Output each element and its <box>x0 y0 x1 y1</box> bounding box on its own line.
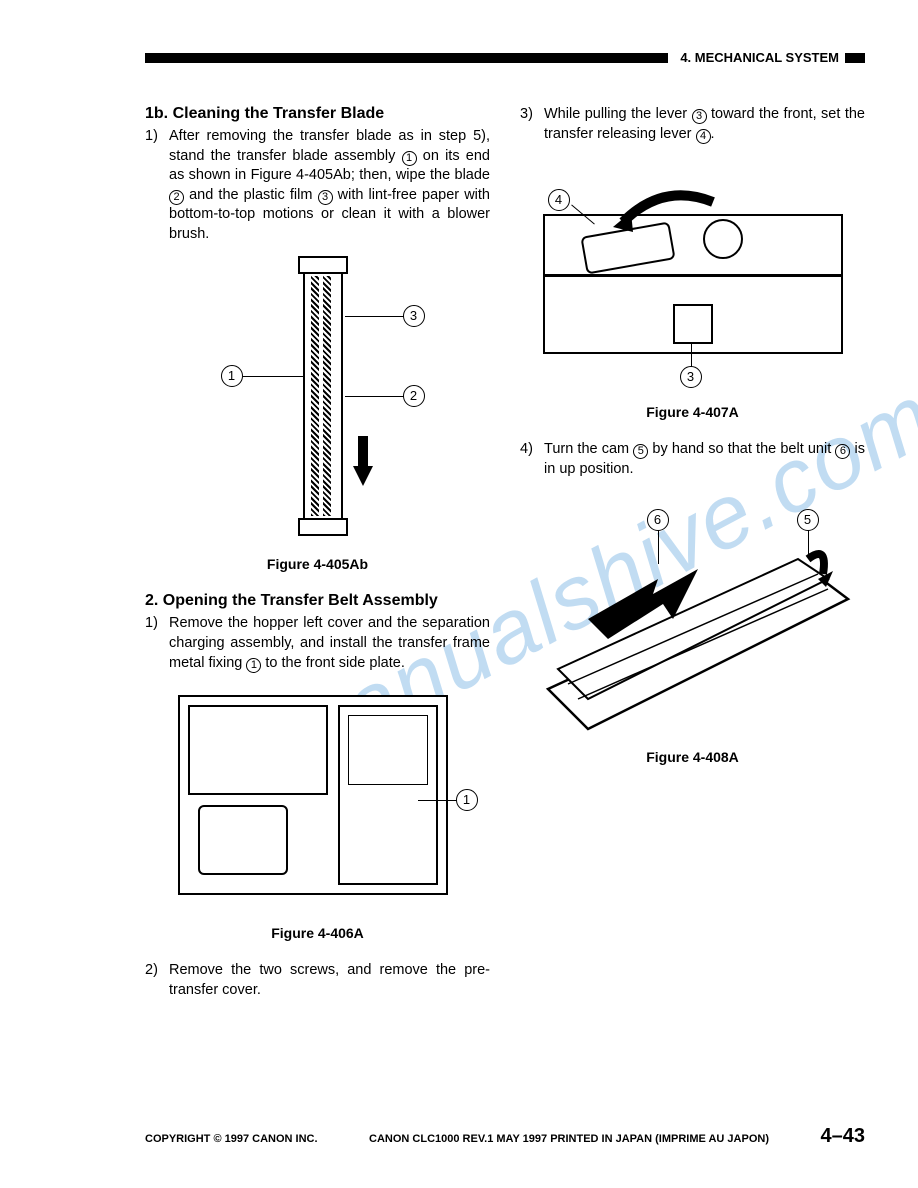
circled-2: 2 <box>169 190 184 205</box>
circled-3: 3 <box>318 190 333 205</box>
figure-caption: Figure 4-407A <box>520 404 865 420</box>
t: to the front side plate. <box>261 655 404 671</box>
page-number: 4–43 <box>820 1125 865 1148</box>
two-column-layout: 1b. Cleaning the Transfer Blade 1) After… <box>145 105 865 1006</box>
section-header-label: 4. MECHANICAL SYSTEM <box>680 50 839 65</box>
t: . <box>711 126 715 142</box>
callout-5: 5 <box>797 509 819 531</box>
section-2-title: 2. Opening the Transfer Belt Assembly <box>167 592 490 610</box>
step-number: 2) <box>145 961 169 1000</box>
header-block <box>845 53 865 63</box>
callout-1: 1 <box>456 789 478 811</box>
figure-caption: Figure 4-405Ab <box>145 556 490 572</box>
callout-1: 1 <box>221 365 243 387</box>
circled-1: 1 <box>246 658 261 673</box>
step-number: 1) <box>145 614 169 673</box>
figure-caption: Figure 4-406A <box>145 925 490 941</box>
step-text: After removing the transfer blade as in … <box>169 127 490 244</box>
t: by hand so that the belt unit <box>648 441 835 457</box>
step-text: Turn the cam 5 by hand so that the belt … <box>544 440 865 479</box>
t: While pulling the lever <box>544 106 692 122</box>
figure-caption: Figure 4-408A <box>520 749 865 765</box>
step-number: 4) <box>520 440 544 479</box>
header-rule <box>145 53 668 63</box>
step-3: 3) While pulling the lever 3 toward the … <box>520 105 865 144</box>
curve-arrow-icon <box>613 182 733 232</box>
figure-4-405ab: 1 3 2 <box>145 256 490 546</box>
figure-4-407a: 4 3 <box>520 174 865 394</box>
figure-4-406a: 1 <box>145 685 490 915</box>
left-column: 1b. Cleaning the Transfer Blade 1) After… <box>145 105 490 1006</box>
page-footer: COPYRIGHT © 1997 CANON INC. CANON CLC100… <box>145 1125 865 1148</box>
callout-4: 4 <box>548 189 570 211</box>
circled-6: 6 <box>835 444 850 459</box>
t: Turn the cam <box>544 441 633 457</box>
circled-3: 3 <box>692 109 707 124</box>
step-text: Remove the hopper left cover and the sep… <box>169 614 490 673</box>
page-content: 4. MECHANICAL SYSTEM 1b. Cleaning the Tr… <box>145 50 865 1006</box>
arrow-down-icon <box>353 466 373 486</box>
step-2-1: 1) Remove the hopper left cover and the … <box>145 614 490 673</box>
callout-2: 2 <box>403 385 425 407</box>
step-number: 1) <box>145 127 169 244</box>
circled-4: 4 <box>696 129 711 144</box>
section-1b-title: 1b. Cleaning the Transfer Blade <box>145 105 490 123</box>
step-number: 3) <box>520 105 544 144</box>
t: and the plastic film <box>184 187 318 203</box>
step-text: While pulling the lever 3 toward the fro… <box>544 105 865 144</box>
figure-4-408a: 6 5 <box>520 489 865 739</box>
step-1b-1: 1) After removing the transfer blade as … <box>145 127 490 244</box>
step-2-2: 2) Remove the two screws, and remove the… <box>145 961 490 1000</box>
circled-5: 5 <box>633 444 648 459</box>
step-4: 4) Turn the cam 5 by hand so that the be… <box>520 440 865 479</box>
callout-6: 6 <box>647 509 669 531</box>
circled-1: 1 <box>402 151 417 166</box>
footer-center-text: CANON CLC1000 REV.1 MAY 1997 PRINTED IN … <box>369 1133 769 1145</box>
copyright-text: COPYRIGHT © 1997 CANON INC. <box>145 1133 318 1145</box>
step-text: Remove the two screws, and remove the pr… <box>169 961 490 1000</box>
right-column: 3) While pulling the lever 3 toward the … <box>520 105 865 1006</box>
callout-3: 3 <box>680 366 702 388</box>
header-bar: 4. MECHANICAL SYSTEM <box>145 50 865 65</box>
callout-3: 3 <box>403 305 425 327</box>
